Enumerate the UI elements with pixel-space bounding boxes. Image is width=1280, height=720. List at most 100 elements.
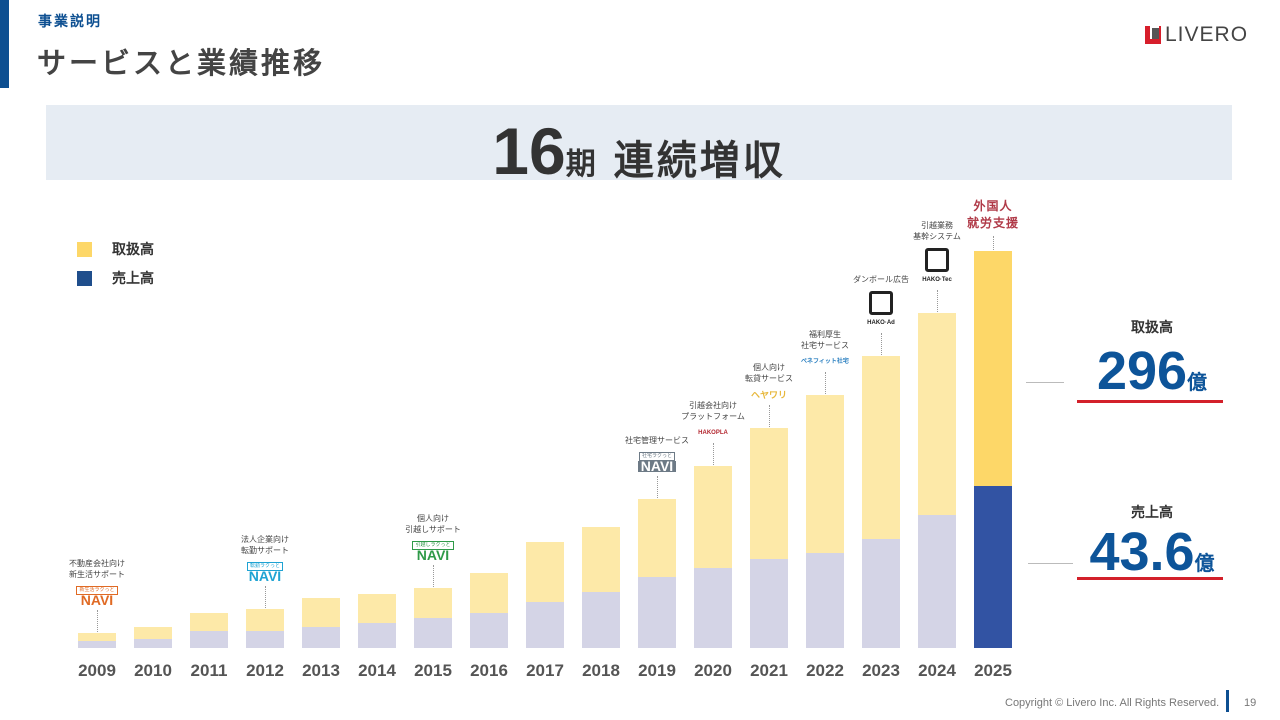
annotation-text: 社宅管理サービス [625, 436, 689, 446]
x-tick-label: 2019 [638, 661, 676, 680]
service-annotation: ダンボール広告 HAKO·Ad [826, 274, 936, 355]
bar-sales-2017 [526, 602, 564, 648]
dotted-leader-line [432, 564, 434, 587]
underline [1077, 400, 1223, 403]
legend-swatch [77, 270, 92, 286]
bar-sales-2011 [190, 630, 228, 648]
page-number: 19 [1244, 697, 1257, 709]
annotation-text: 社宅サービス [801, 340, 849, 350]
x-tick-label: 2010 [134, 661, 172, 680]
x-tick-label: 2013 [302, 661, 340, 680]
x-tick-label: 2024 [918, 661, 956, 680]
bar-sales-2022 [806, 552, 844, 648]
x-tick-label: 2018 [582, 661, 620, 680]
bar-sales-2016 [470, 613, 508, 648]
service-annotation: 社宅管理サービス 社宅ラクっと NAVI [602, 435, 712, 499]
kpi-value-sales: 43.6億 [1077, 525, 1227, 590]
bar-sales-2010 [134, 638, 172, 648]
dotted-leader-line [992, 236, 994, 250]
kpi-unit: 億 [1194, 551, 1215, 575]
annotation-text: 新生活サポート [69, 570, 125, 580]
service-annotation: 引越会社向け プラットフォーム HAKOPLA [658, 400, 768, 465]
x-tick-label: 2020 [694, 661, 732, 680]
service-logo: NAVI [80, 592, 114, 609]
bar-sales-2018 [582, 591, 620, 648]
service-annotation: 個人向け 引越しサポート 引越しラクっと NAVI [378, 513, 488, 587]
kpi-label-handling: 取扱高 [1131, 320, 1173, 336]
kpi-unit: 億 [1187, 370, 1208, 394]
kpi-number: 43.6 [1089, 522, 1195, 582]
x-tick-label: 2009 [78, 661, 116, 680]
service-logo: ヘヤワリ [750, 390, 787, 401]
bar-sales-2013 [302, 626, 340, 648]
kpi-number: 296 [1096, 341, 1188, 401]
section-label: 事業説明 [38, 14, 102, 30]
dotted-leader-line [656, 476, 658, 499]
x-tick-label: 2017 [526, 661, 564, 680]
dotted-leader-line [824, 371, 826, 394]
kpi-value-handling: 296億 [1077, 344, 1227, 409]
x-tick-label: 2023 [862, 661, 900, 680]
logo-text: LIVERO [1165, 23, 1249, 46]
bar-sales-2019 [638, 576, 676, 648]
logo-subtitle: 社宅ラクっと [638, 452, 675, 462]
x-tick-label: 2016 [470, 661, 508, 680]
bar-sales-2024 [918, 515, 956, 648]
annotation-text: 個人向け [753, 363, 785, 373]
annotation-text: 法人企業向け [241, 535, 289, 545]
bar-sales-2021 [750, 559, 788, 648]
service-annotation: 法人企業向け 転勤サポート 転勤ラクっと NAVI [210, 534, 320, 609]
service-annotation: 福利厚生 社宅サービス ベネフィット社宅 [770, 329, 880, 394]
dotted-leader-line [264, 586, 266, 609]
annotation-text: プラットフォーム [681, 411, 745, 421]
banner-text: 連続増収 [613, 138, 786, 184]
x-tick-label: 2012 [246, 661, 284, 680]
x-tick-label: 2025 [974, 661, 1012, 680]
dotted-leader-line [712, 442, 714, 465]
x-tick-label: 2015 [414, 661, 452, 680]
annotation-text: ダンボール広告 [853, 274, 909, 284]
copyright: Copyright © Livero Inc. All Rights Reser… [1005, 697, 1220, 709]
annotation-text: 転貸サービス [745, 374, 793, 384]
x-tick-label: 2014 [358, 661, 396, 680]
annotation-text: 外国人 [973, 199, 1013, 213]
service-annotation: 外国人 就労支援 [938, 198, 1048, 250]
bar-sales-2014 [358, 622, 396, 648]
service-logo: NAVI [637, 459, 677, 473]
service-annotation: 引越業務 基幹システム HAKO·Tec [882, 220, 992, 312]
box-icon [925, 247, 949, 272]
kpi-label-sales: 売上高 [1131, 505, 1173, 521]
dotted-leader-line [96, 610, 98, 633]
banner-period: 期 [565, 147, 596, 182]
dotted-leader-line [936, 289, 938, 312]
page-title: サービスと業績推移 [37, 46, 326, 80]
service-logo: NAVI [248, 568, 282, 585]
banner-number: 16 [492, 114, 566, 188]
footer-divider [1226, 690, 1229, 712]
dotted-leader-line [768, 405, 770, 428]
annotation-text: 不動産会社向け [69, 559, 125, 569]
logo-subtitle: 新生活ラクっと [76, 586, 118, 596]
bar-sales-2015 [414, 618, 452, 648]
dotted-leader-line [880, 332, 882, 355]
logo-subtitle: 引越しラクっと [412, 540, 454, 550]
service-logo: HAKO·Ad [867, 319, 895, 326]
annotation-text: 個人向け [417, 513, 449, 523]
bar-sales-2020 [694, 567, 732, 648]
legend-item-handling: 取扱高 [77, 239, 154, 259]
service-logo: HAKO·Tec [922, 276, 952, 283]
logo-mark-icon [1145, 26, 1161, 44]
annotation-text: 転勤サポート [241, 546, 289, 556]
box-icon [869, 290, 893, 315]
annotation-text: 基幹システム [913, 231, 961, 241]
x-tick-label: 2022 [806, 661, 844, 680]
logo-subtitle: 転勤ラクっと [246, 562, 283, 572]
underline [1077, 577, 1223, 580]
x-tick-label: 2011 [190, 661, 228, 680]
accent-bar [0, 0, 9, 88]
annotation-text: 就労支援 [966, 216, 1019, 230]
legend-swatch [77, 241, 92, 257]
service-logo: ベネフィット社宅 [801, 358, 849, 365]
bar-sales-2009 [78, 641, 116, 648]
